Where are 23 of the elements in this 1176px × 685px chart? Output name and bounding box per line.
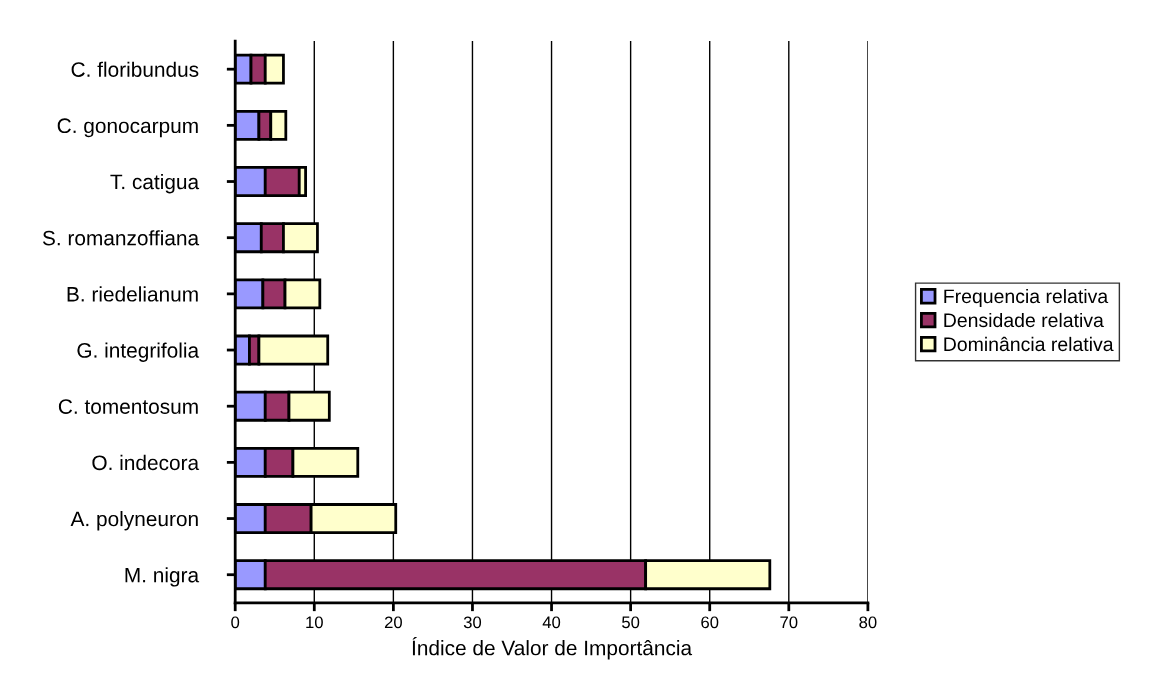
x-tick-label: 70 bbox=[780, 616, 798, 629]
y-tick-label: C. gonocarpum bbox=[57, 118, 198, 138]
y-tick-label: C. floribundus bbox=[71, 61, 199, 77]
x-tick-label: 50 bbox=[622, 616, 640, 629]
y-tick-label: M. nigra bbox=[125, 567, 200, 587]
y-tick-label: A. polyneuron bbox=[70, 511, 198, 531]
legend-label: Densidade relativa bbox=[944, 312, 1104, 328]
y-tick-label: C. tomentosum bbox=[58, 399, 198, 414]
x-tick-label: 30 bbox=[463, 616, 482, 629]
y-tick-label: G. integrifolia bbox=[77, 342, 200, 362]
x-tick-label: 80 bbox=[859, 616, 877, 629]
y-tick-label: B. riedelianum bbox=[67, 286, 198, 302]
y-tick-label: T. catigua bbox=[110, 173, 200, 194]
x-tick-label: 40 bbox=[542, 616, 561, 629]
legend-label: Dominância relativa bbox=[944, 336, 1114, 352]
x-axis-title: Índice de Valor de Importância bbox=[412, 637, 693, 660]
x-tick-label: 60 bbox=[701, 616, 719, 629]
y-tick-label: O. indecora bbox=[92, 454, 200, 471]
x-tick-label: 20 bbox=[384, 616, 402, 629]
x-tick-label: 10 bbox=[306, 616, 323, 629]
x-tick-label: 0 bbox=[231, 616, 240, 629]
y-tick-label: S. romanzoffiana bbox=[42, 230, 200, 246]
legend-label: Frequencia relativa bbox=[944, 288, 1109, 308]
